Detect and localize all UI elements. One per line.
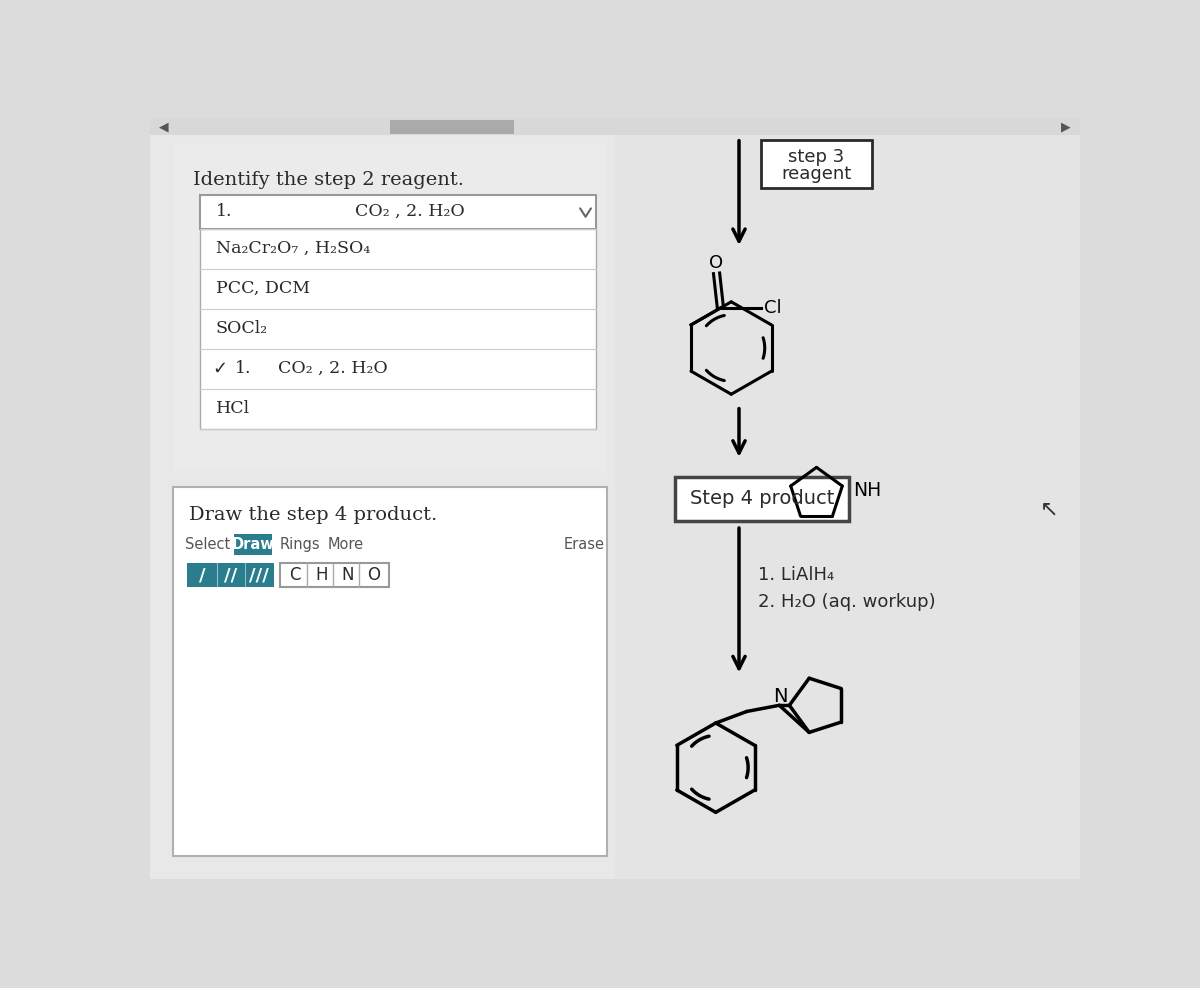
Text: 1. LiAlH₄: 1. LiAlH₄ [758, 566, 834, 584]
FancyBboxPatch shape [234, 534, 272, 555]
FancyBboxPatch shape [150, 135, 616, 879]
FancyBboxPatch shape [761, 140, 872, 188]
Text: 1.: 1. [216, 204, 233, 220]
FancyBboxPatch shape [187, 563, 274, 588]
Text: ↖: ↖ [1039, 500, 1058, 520]
Text: Rings: Rings [280, 536, 320, 552]
Text: NH: NH [853, 481, 881, 500]
Text: PCC, DCM: PCC, DCM [216, 281, 310, 297]
Text: SOCl₂: SOCl₂ [216, 320, 268, 337]
Text: O: O [367, 566, 380, 584]
FancyBboxPatch shape [390, 121, 515, 134]
FancyBboxPatch shape [200, 228, 595, 429]
Text: CO₂ , 2. H₂O: CO₂ , 2. H₂O [278, 361, 388, 377]
FancyBboxPatch shape [173, 144, 607, 471]
Text: ///: /// [248, 566, 269, 584]
Text: C: C [289, 566, 301, 584]
Text: N: N [341, 566, 354, 584]
Text: ◀: ◀ [160, 121, 169, 133]
FancyBboxPatch shape [173, 487, 607, 857]
Text: N: N [773, 687, 787, 705]
FancyBboxPatch shape [616, 135, 1080, 879]
Text: /: / [199, 566, 206, 584]
Text: Select: Select [185, 536, 230, 552]
Text: reagent: reagent [781, 165, 852, 183]
Text: ✓: ✓ [212, 360, 227, 377]
Text: More: More [328, 536, 364, 552]
FancyBboxPatch shape [281, 563, 389, 588]
Text: 1.: 1. [235, 361, 252, 377]
Text: O: O [709, 254, 724, 272]
Text: Cl: Cl [764, 299, 782, 317]
Text: HCl: HCl [216, 400, 250, 417]
Text: Na₂Cr₂O₇ , H₂SO₄: Na₂Cr₂O₇ , H₂SO₄ [216, 240, 371, 257]
Text: CO₂ , 2. H₂O: CO₂ , 2. H₂O [355, 204, 466, 220]
Text: Draw the step 4 product.: Draw the step 4 product. [188, 506, 437, 524]
Text: //: // [224, 566, 238, 584]
Text: Erase: Erase [564, 536, 605, 552]
Text: ▶: ▶ [1061, 121, 1070, 133]
Text: Step 4 product: Step 4 product [690, 489, 834, 509]
FancyBboxPatch shape [676, 477, 850, 521]
Text: Identify the step 2 reagent.: Identify the step 2 reagent. [193, 171, 463, 189]
FancyBboxPatch shape [200, 195, 595, 228]
Text: 2. H₂O (aq. workup): 2. H₂O (aq. workup) [758, 593, 936, 612]
FancyBboxPatch shape [150, 119, 1080, 135]
Text: Draw: Draw [232, 536, 275, 552]
Text: step 3: step 3 [788, 148, 845, 166]
Text: H: H [316, 566, 328, 584]
